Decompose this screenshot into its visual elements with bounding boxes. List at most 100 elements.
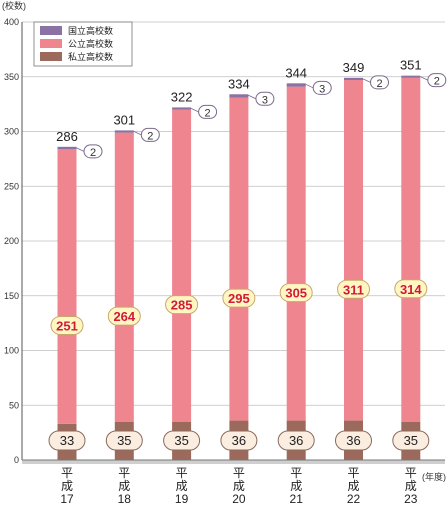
y-tick-label: 400: [4, 17, 19, 27]
public-value-bubble: [107, 306, 141, 326]
legend-swatch: [40, 39, 62, 48]
legend-label: 国立高校数: [68, 25, 113, 36]
x-axis-unit: (年度): [422, 471, 446, 482]
public-value-label: 285: [171, 298, 193, 313]
bar-total-label: 301: [113, 112, 135, 127]
bar-public: [172, 109, 192, 422]
bar-total-label: 334: [228, 76, 250, 91]
public-value-label: 305: [285, 286, 307, 301]
y-tick-label: 200: [4, 236, 19, 246]
national-value-bubble: [198, 104, 218, 119]
national-value-label: 3: [319, 83, 325, 95]
x-category-label: 平: [61, 466, 73, 480]
national-value-label: 2: [147, 130, 153, 142]
bar-national: [344, 77, 363, 81]
public-value-bubble: [165, 295, 199, 315]
national-value-bubble: [255, 91, 275, 106]
x-category-label: 22: [347, 492, 361, 506]
legend-label: 私立高校数: [68, 51, 113, 62]
y-tick-label: 0: [14, 455, 19, 465]
x-category-label: 平: [290, 466, 302, 480]
x-category-label: 成: [176, 479, 188, 493]
private-value-label: 35: [117, 433, 131, 448]
x-category-label: 20: [232, 492, 246, 506]
bar-national: [57, 146, 77, 150]
public-value-bubble: [394, 279, 428, 299]
private-value-bubble: [277, 430, 315, 451]
private-value-label: 36: [232, 433, 246, 448]
x-category-label: 23: [404, 492, 418, 506]
y-axis-unit: (校数): [2, 0, 26, 11]
private-value-bubble: [392, 430, 430, 451]
bar-public: [57, 149, 77, 424]
x-category-label: 平: [176, 466, 188, 480]
legend-swatch: [40, 52, 62, 61]
x-category-label: 21: [290, 492, 304, 506]
bar-national: [229, 94, 249, 98]
private-value-bubble: [48, 430, 86, 451]
public-value-label: 264: [113, 309, 135, 324]
x-category-label: 成: [61, 479, 73, 493]
x-category-label: 17: [60, 492, 74, 506]
y-tick-label: 150: [4, 291, 19, 301]
x-category-label: 平: [233, 466, 245, 480]
national-value-label: 2: [376, 78, 382, 90]
x-category-label: 成: [405, 479, 417, 493]
x-category-label: 19: [175, 492, 189, 506]
bar-total-label: 286: [56, 129, 78, 144]
national-value-bubble: [83, 144, 103, 159]
bar-total-label: 349: [343, 60, 365, 75]
bar-national: [401, 75, 421, 78]
private-value-label: 35: [404, 433, 418, 448]
bar-public: [401, 77, 421, 422]
x-category-label: 成: [118, 479, 130, 493]
national-value-label: 2: [90, 147, 96, 159]
y-tick-label: 350: [4, 72, 19, 82]
public-value-bubble: [222, 288, 256, 308]
x-category-label: 平: [405, 466, 417, 480]
national-value-bubble: [312, 80, 332, 95]
private-value-label: 35: [174, 433, 188, 448]
bar-public: [114, 132, 134, 422]
private-value-label: 36: [289, 433, 303, 448]
y-tick-label: 100: [4, 346, 19, 356]
public-value-label: 314: [400, 282, 422, 297]
private-value-bubble: [335, 430, 372, 451]
y-tick-label: 50: [9, 400, 19, 410]
public-value-bubble: [50, 315, 84, 335]
public-value-bubble: [337, 279, 370, 299]
bar-total-label: 351: [400, 58, 422, 73]
national-value-bubble: [140, 127, 160, 142]
bar-national: [172, 107, 192, 110]
x-category-label: 平: [118, 466, 130, 480]
national-value-label: 2: [205, 107, 211, 119]
x-axis-band: [22, 460, 445, 464]
x-category-label: 平: [347, 466, 359, 480]
public-value-label: 311: [343, 282, 364, 297]
national-value-bubble: [370, 75, 389, 90]
bar-total-label: 322: [171, 89, 193, 104]
y-tick-label: 300: [4, 127, 19, 137]
bar-public: [344, 80, 363, 421]
legend-swatch: [40, 26, 62, 35]
national-value-label: 2: [434, 76, 440, 88]
public-value-bubble: [279, 283, 313, 303]
y-tick-label: 250: [4, 181, 19, 191]
national-value-label: 3: [262, 94, 268, 106]
private-value-label: 33: [60, 433, 74, 448]
private-value-bubble: [105, 430, 143, 451]
x-category-label: 成: [347, 479, 359, 493]
bar-national: [286, 83, 306, 87]
bar-public: [229, 97, 249, 421]
public-value-label: 251: [56, 318, 78, 333]
private-value-bubble: [163, 430, 201, 451]
x-category-label: 成: [233, 479, 245, 493]
private-value-label: 36: [346, 433, 360, 448]
bar-total-label: 344: [285, 65, 307, 80]
x-category-label: 成: [290, 479, 302, 493]
private-value-bubble: [220, 430, 258, 451]
x-category-label: 18: [118, 492, 132, 506]
national-value-bubble: [427, 73, 447, 88]
bar-public: [286, 86, 306, 421]
